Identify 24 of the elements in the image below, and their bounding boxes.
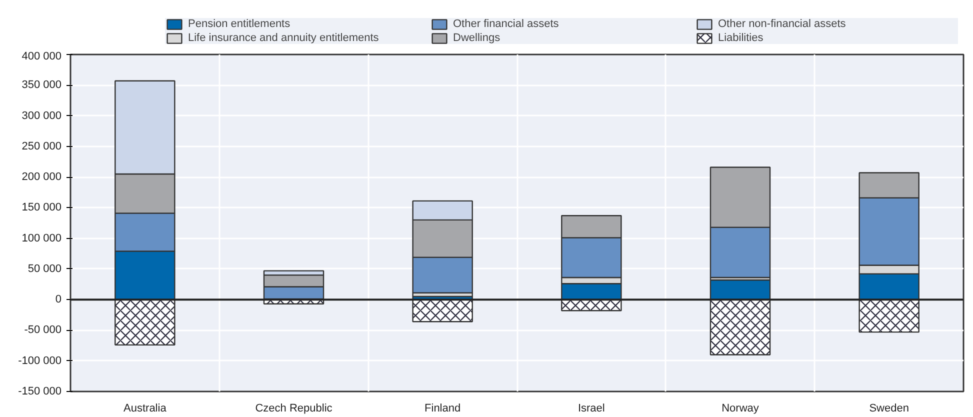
x-tick-label: Czech Republic bbox=[255, 402, 333, 414]
y-tick-label: 0 bbox=[55, 294, 62, 306]
legend-label: Other non-financial assets bbox=[718, 18, 847, 30]
x-tick-label: Norway bbox=[722, 402, 760, 414]
y-tick-label: 350 000 bbox=[22, 79, 62, 92]
y-tick-label: 300 000 bbox=[22, 110, 62, 122]
legend-label: Dwellings bbox=[453, 32, 502, 44]
legend-label: Pension entitlements bbox=[188, 18, 292, 30]
y-tick-label: 400 000 bbox=[22, 50, 62, 62]
legend-label: Other financial assets bbox=[453, 18, 560, 30]
y-tick-label: 50 000 bbox=[28, 262, 62, 275]
x-tick-label: Australia bbox=[124, 402, 168, 414]
y-tick-label: -150 000 bbox=[18, 386, 62, 398]
y-tick-label: 150 000 bbox=[22, 202, 62, 214]
legend-label: Life insurance and annuity entitlements bbox=[188, 32, 380, 44]
x-tick-label: Israel bbox=[578, 402, 605, 414]
y-tick-label: -50 000 bbox=[24, 324, 62, 336]
y-tick-label: 200 000 bbox=[22, 171, 62, 184]
y-tick-label: -100 000 bbox=[18, 354, 62, 367]
legend-label: Liabilities bbox=[718, 32, 764, 44]
x-tick-label: Finland bbox=[424, 402, 461, 414]
x-tick-label: Sweden bbox=[869, 402, 909, 414]
y-tick-label: 100 000 bbox=[22, 232, 62, 244]
y-tick-label: 250 000 bbox=[22, 140, 62, 152]
